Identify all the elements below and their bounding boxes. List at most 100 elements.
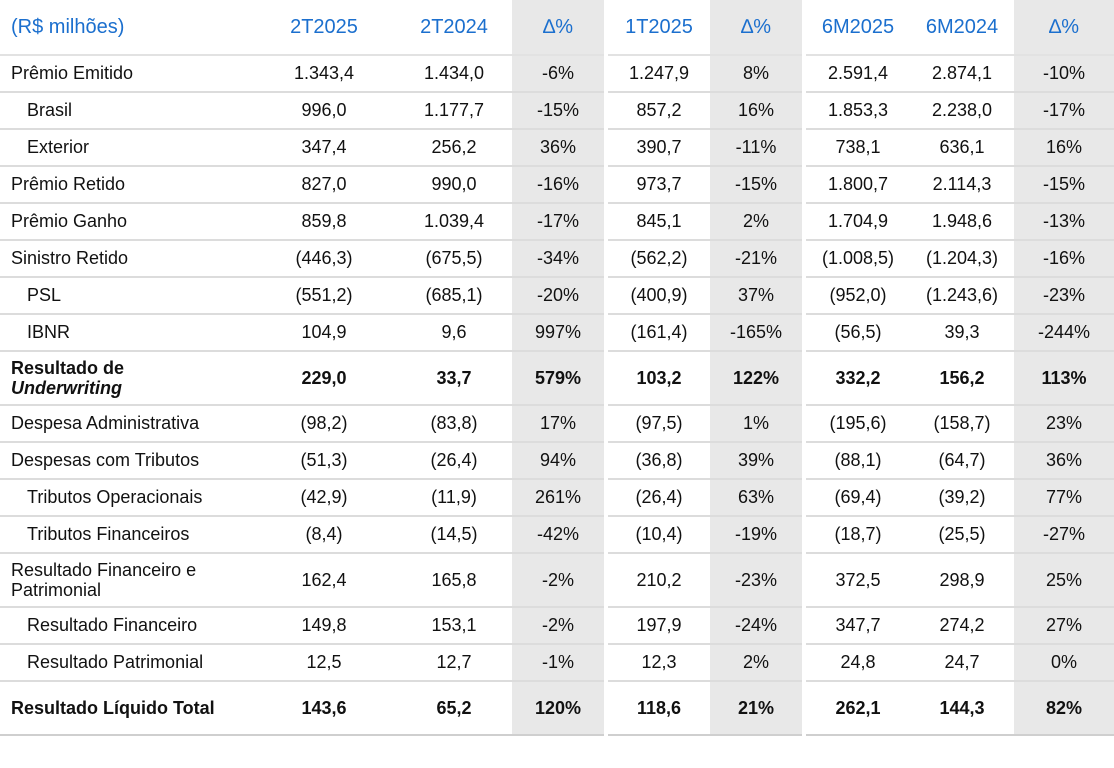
cell-delta-1t: -21% <box>710 240 804 278</box>
cell-delta-6m: 36% <box>1014 442 1114 480</box>
cell-delta-2t: -2% <box>512 607 606 645</box>
cell-delta-6m: -10% <box>1014 55 1114 93</box>
row-label: Resultado de Underwriting <box>0 351 252 406</box>
cell-2t2025: 149,8 <box>252 607 396 645</box>
header-6m2024: 6M2024 <box>910 0 1014 56</box>
row-label: Resultado Líquido Total <box>0 681 252 736</box>
cell-delta-6m: -27% <box>1014 516 1114 554</box>
cell-1t2025: (10,4) <box>604 516 710 554</box>
cell-2t2025: 347,4 <box>252 129 396 167</box>
cell-1t2025: 845,1 <box>604 203 710 241</box>
row-label: Prêmio Retido <box>0 166 252 204</box>
header-delta-1t: ∆% <box>710 0 804 56</box>
row-label: Despesas com Tributos <box>0 442 252 480</box>
cell-6m2024: 636,1 <box>910 129 1014 167</box>
cell-1t2025: 118,6 <box>604 681 710 736</box>
cell-6m2024: 274,2 <box>910 607 1014 645</box>
cell-delta-1t: -15% <box>710 166 804 204</box>
cell-6m2024: 2.874,1 <box>910 55 1014 93</box>
cell-6m2024: 144,3 <box>910 681 1014 736</box>
cell-delta-2t: 94% <box>512 442 606 480</box>
cell-1t2025: (161,4) <box>604 314 710 352</box>
cell-1t2025: (400,9) <box>604 277 710 315</box>
cell-6m2025: 332,2 <box>802 351 910 406</box>
cell-2t2024: (685,1) <box>396 277 512 315</box>
row-label: Despesa Administrativa <box>0 405 252 443</box>
cell-delta-1t: -23% <box>710 553 804 608</box>
cell-delta-2t: 120% <box>512 681 606 736</box>
row-resultado-patrimonial: Resultado Patrimonial 12,5 12,7 -1% 12,3… <box>0 644 1114 682</box>
cell-delta-6m: -244% <box>1014 314 1114 352</box>
cell-delta-6m: 82% <box>1014 681 1114 736</box>
cell-1t2025: 857,2 <box>604 92 710 130</box>
cell-1t2025: 1.247,9 <box>604 55 710 93</box>
row-ibnr: IBNR 104,9 9,6 997% (161,4) -165% (56,5)… <box>0 314 1114 352</box>
cell-2t2025: 143,6 <box>252 681 396 736</box>
cell-delta-1t: 21% <box>710 681 804 736</box>
cell-2t2025: 229,0 <box>252 351 396 406</box>
cell-6m2025: 24,8 <box>802 644 910 682</box>
cell-2t2024: 990,0 <box>396 166 512 204</box>
cell-2t2024: 1.177,7 <box>396 92 512 130</box>
row-tributos-operacionais: Tributos Operacionais (42,9) (11,9) 261%… <box>0 479 1114 517</box>
cell-2t2025: (51,3) <box>252 442 396 480</box>
header-delta-6m: ∆% <box>1014 0 1114 56</box>
cell-delta-6m: -17% <box>1014 92 1114 130</box>
cell-6m2024: 298,9 <box>910 553 1014 608</box>
cell-delta-1t: 39% <box>710 442 804 480</box>
cell-6m2025: (69,4) <box>802 479 910 517</box>
row-despesa-administrativa: Despesa Administrativa (98,2) (83,8) 17%… <box>0 405 1114 443</box>
cell-2t2024: 165,8 <box>396 553 512 608</box>
cell-6m2025: 262,1 <box>802 681 910 736</box>
row-premio-ganho: Prêmio Ganho 859,8 1.039,4 -17% 845,1 2%… <box>0 203 1114 241</box>
cell-delta-1t: -165% <box>710 314 804 352</box>
row-label: Exterior <box>0 129 252 167</box>
header-units-label: (R$ milhões) <box>0 0 252 56</box>
cell-delta-1t: 2% <box>710 644 804 682</box>
cell-1t2025: (36,8) <box>604 442 710 480</box>
cell-6m2025: 372,5 <box>802 553 910 608</box>
row-label: IBNR <box>0 314 252 352</box>
cell-delta-2t: -1% <box>512 644 606 682</box>
cell-6m2025: 1.853,3 <box>802 92 910 130</box>
row-label: Tributos Financeiros <box>0 516 252 554</box>
cell-2t2024: (83,8) <box>396 405 512 443</box>
cell-delta-2t: -15% <box>512 92 606 130</box>
financial-results-table: (R$ milhões) 2T2025 2T2024 ∆% 1T2025 ∆% … <box>0 0 1114 736</box>
cell-6m2024: (1.204,3) <box>910 240 1014 278</box>
header-delta-2t: ∆% <box>512 0 606 56</box>
cell-2t2024: 153,1 <box>396 607 512 645</box>
cell-delta-2t: 17% <box>512 405 606 443</box>
cell-1t2025: 390,7 <box>604 129 710 167</box>
cell-2t2025: (98,2) <box>252 405 396 443</box>
cell-delta-2t: -6% <box>512 55 606 93</box>
row-resultado-financeiro: Resultado Financeiro 149,8 153,1 -2% 197… <box>0 607 1114 645</box>
cell-6m2025: 1.704,9 <box>802 203 910 241</box>
row-label-line2: Underwriting <box>11 378 122 398</box>
row-label: Sinistro Retido <box>0 240 252 278</box>
cell-6m2024: 2.238,0 <box>910 92 1014 130</box>
row-label: Resultado Financeiro e Patrimonial <box>0 553 252 608</box>
cell-2t2025: 1.343,4 <box>252 55 396 93</box>
row-label-line1: Resultado de <box>11 358 125 378</box>
cell-2t2025: 104,9 <box>252 314 396 352</box>
cell-6m2024: 39,3 <box>910 314 1014 352</box>
row-resultado-underwriting: Resultado de Underwriting 229,0 33,7 579%… <box>0 351 1114 406</box>
header-2t2024: 2T2024 <box>396 0 512 56</box>
cell-delta-6m: -16% <box>1014 240 1114 278</box>
cell-6m2025: 1.800,7 <box>802 166 910 204</box>
cell-1t2025: 973,7 <box>604 166 710 204</box>
cell-delta-6m: 113% <box>1014 351 1114 406</box>
cell-2t2025: 827,0 <box>252 166 396 204</box>
cell-6m2025: (952,0) <box>802 277 910 315</box>
cell-6m2025: (18,7) <box>802 516 910 554</box>
cell-6m2024: (64,7) <box>910 442 1014 480</box>
cell-6m2024: (158,7) <box>910 405 1014 443</box>
cell-6m2025: 738,1 <box>802 129 910 167</box>
cell-2t2024: (675,5) <box>396 240 512 278</box>
cell-1t2025: 210,2 <box>604 553 710 608</box>
cell-2t2025: 996,0 <box>252 92 396 130</box>
cell-delta-2t: -17% <box>512 203 606 241</box>
cell-2t2025: (551,2) <box>252 277 396 315</box>
cell-2t2024: 9,6 <box>396 314 512 352</box>
